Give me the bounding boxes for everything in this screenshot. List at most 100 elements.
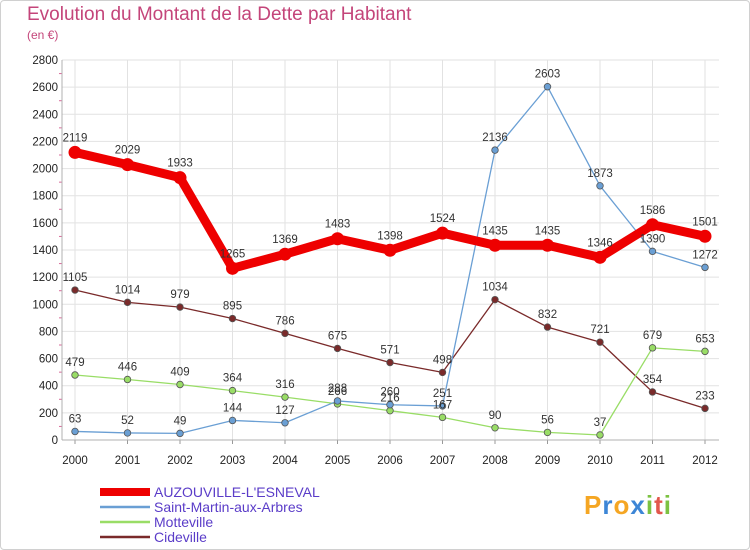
data-label: 1105	[63, 272, 88, 284]
data-point	[228, 416, 237, 425]
data-label: 2603	[535, 69, 561, 81]
data-label: 1265	[220, 248, 246, 260]
series-saint-martin-aux-arbres	[71, 83, 709, 438]
data-point	[123, 429, 132, 437]
y-tick-label: 2400	[32, 109, 58, 121]
data-point	[701, 263, 709, 272]
data-label: 2029	[115, 145, 141, 157]
data-point	[438, 402, 447, 410]
data-label: 90	[489, 410, 502, 422]
data-point	[648, 247, 657, 256]
data-label: 446	[118, 361, 137, 373]
series-cideville	[71, 286, 709, 413]
data-point	[173, 171, 187, 185]
data-point	[543, 323, 552, 331]
data-point	[176, 429, 184, 438]
y-tick-label: 1000	[32, 299, 58, 311]
x-tick-label: 2001	[115, 455, 141, 467]
data-label: 1524	[430, 213, 456, 225]
legend-label: AUZOUVILLE-L'ESNEVAL	[154, 484, 320, 500]
data-label: 266	[328, 386, 347, 398]
data-label: 260	[380, 387, 399, 399]
legend-label: Saint-Martin-aux-Arbres	[154, 499, 303, 515]
data-label: 316	[275, 379, 294, 391]
logo-letter: t	[654, 490, 664, 520]
data-label: 233	[695, 390, 714, 402]
data-point	[68, 145, 82, 159]
data-label: 1586	[640, 205, 666, 217]
data-label: 251	[433, 388, 452, 400]
data-point	[281, 329, 289, 338]
data-point	[543, 428, 552, 437]
data-point	[491, 295, 499, 304]
data-point	[333, 344, 342, 353]
y-tick-label: 200	[39, 408, 58, 420]
y-tick-label: 2800	[32, 55, 58, 67]
data-label: 63	[69, 413, 82, 425]
x-tick-label: 2002	[167, 455, 193, 467]
x-tick-label: 2012	[692, 455, 718, 467]
x-tick-label: 2005	[325, 455, 351, 467]
data-label: 979	[170, 289, 189, 301]
data-point	[648, 388, 657, 396]
data-label: 2119	[63, 132, 88, 144]
data-point	[176, 380, 184, 389]
data-point	[123, 298, 132, 307]
data-label: 49	[174, 415, 187, 427]
data-point	[593, 250, 607, 264]
data-label: 1014	[115, 284, 141, 296]
x-tick-label: 2008	[482, 455, 508, 467]
data-point	[701, 404, 709, 413]
x-tick-label: 2009	[535, 455, 561, 467]
series-auzouville-l-esneval	[68, 145, 712, 275]
logo-letter: P	[584, 490, 603, 520]
data-label: 127	[275, 405, 294, 417]
data-label: 56	[541, 414, 554, 426]
y-tick-label: 2600	[32, 82, 58, 94]
y-tick-label: 0	[52, 435, 58, 447]
data-label: 1034	[482, 282, 508, 294]
y-tick-label: 1400	[32, 245, 58, 257]
data-point	[438, 368, 447, 377]
x-tick-label: 2011	[640, 455, 665, 467]
data-point	[386, 401, 394, 409]
data-point	[596, 182, 604, 190]
data-point	[491, 424, 499, 432]
data-label: 1369	[272, 234, 298, 246]
data-point	[436, 226, 449, 240]
data-label: 832	[538, 309, 557, 321]
data-point	[281, 393, 289, 401]
data-label: 288	[328, 383, 347, 395]
data-label: 1933	[167, 158, 193, 170]
data-label: 1272	[692, 249, 718, 261]
data-point	[648, 344, 657, 352]
data-label: 144	[223, 402, 243, 414]
y-tick-label: 400	[39, 381, 58, 393]
y-tick-label: 800	[39, 326, 58, 338]
data-point	[226, 261, 239, 275]
logo-letter: x	[630, 490, 646, 520]
y-tick-label: 1600	[32, 218, 58, 230]
legend-label: Cideville	[154, 529, 207, 545]
data-point	[488, 238, 502, 252]
x-tick-label: 2010	[587, 455, 613, 467]
data-label: 1873	[587, 168, 613, 180]
y-tick-label: 2000	[32, 164, 58, 176]
data-point	[278, 247, 292, 261]
x-tick-label: 2004	[272, 455, 298, 467]
data-label: 895	[223, 301, 242, 313]
data-label: 675	[328, 330, 347, 342]
data-label: 167	[433, 399, 452, 411]
data-point	[121, 158, 134, 172]
chart-title: Evolution du Montant de la Dette par Hab…	[27, 4, 412, 25]
data-label: 1501	[692, 216, 718, 228]
y-tick-label: 1800	[32, 191, 58, 203]
logo-letter: o	[613, 490, 631, 520]
data-point	[176, 303, 184, 311]
data-label: 1435	[482, 225, 508, 237]
x-tick-label: 2007	[430, 455, 456, 467]
data-point	[596, 338, 604, 346]
data-point	[228, 386, 237, 395]
x-tick-label: 2006	[377, 455, 403, 467]
data-point	[71, 371, 79, 379]
